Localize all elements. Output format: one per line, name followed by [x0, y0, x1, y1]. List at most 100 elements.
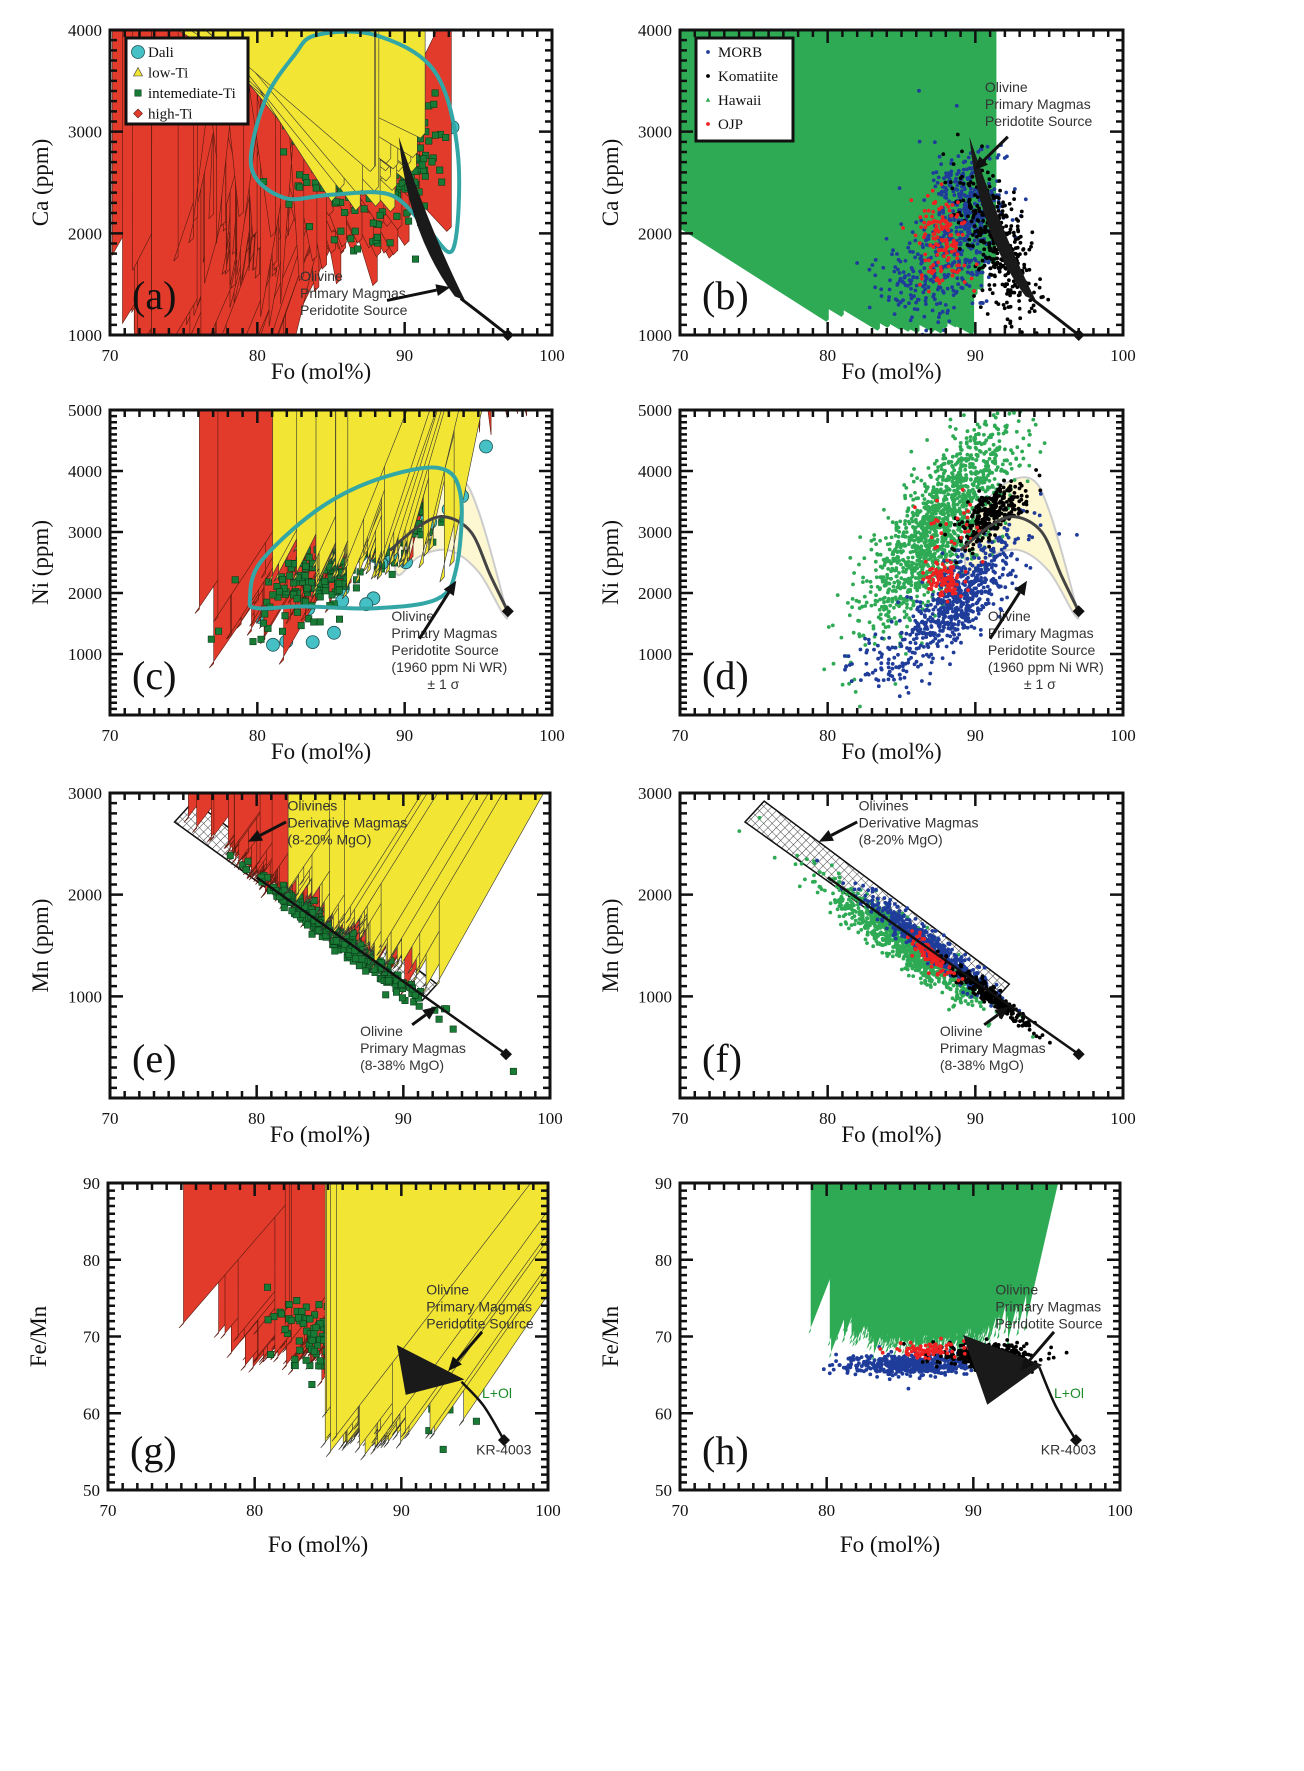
- point-ojp: [936, 260, 941, 265]
- point-komatiite: [975, 228, 980, 233]
- point-morb: [945, 286, 950, 291]
- point-komatiite: [975, 204, 980, 208]
- point-morb: [899, 222, 904, 227]
- point-morb: [919, 218, 924, 223]
- point-komatiite: [976, 267, 981, 272]
- point-morb: [995, 155, 1000, 160]
- point-komatiite: [1032, 290, 1036, 295]
- point-morb: [955, 183, 960, 188]
- arrow: [386, 284, 451, 302]
- point-komatiite: [985, 312, 990, 316]
- point-morb: [913, 288, 918, 293]
- legend-entry: OJP: [718, 117, 743, 133]
- point-komatiite: [1018, 240, 1023, 245]
- point-ojp: [931, 245, 936, 249]
- point-komatiite: [1005, 300, 1009, 305]
- point-morb: [946, 308, 950, 313]
- point-komatiite: [987, 241, 992, 246]
- point-intemediate-ti: [386, 239, 394, 247]
- point-ojp: [918, 282, 922, 287]
- point-morb: [891, 248, 895, 253]
- point-ojp: [937, 281, 942, 286]
- point-komatiite: [1041, 295, 1045, 299]
- point-ojp: [918, 215, 923, 220]
- point-ojp: [941, 218, 946, 222]
- point-komatiite: [1004, 224, 1009, 229]
- point-morb: [965, 226, 969, 230]
- point-komatiite: [955, 132, 960, 137]
- point-komatiite: [981, 252, 986, 257]
- point-morb: [893, 265, 898, 269]
- point-komatiite: [1011, 230, 1016, 235]
- point-intemediate-ti: [425, 137, 433, 145]
- point-komatiite: [992, 283, 997, 287]
- arrow: [973, 135, 1009, 171]
- point-komatiite: [1019, 214, 1024, 219]
- point-low-ti: [379, 410, 431, 564]
- point-morb: [887, 295, 891, 299]
- point-komatiite: [998, 213, 1002, 217]
- point-morb: [957, 194, 962, 199]
- point-ojp: [931, 210, 935, 214]
- point-morb: [1013, 187, 1017, 191]
- point-intemediate-ti: [321, 577, 329, 585]
- point-komatiite: [996, 209, 1001, 213]
- point-komatiite: [998, 188, 1002, 193]
- point-morb: [940, 289, 945, 293]
- point-morb: [897, 271, 902, 275]
- point-komatiite: [991, 196, 996, 201]
- point-komatiite: [997, 196, 1001, 201]
- point-morb: [910, 315, 914, 320]
- point-ojp: [942, 254, 946, 259]
- point-morb: [855, 261, 859, 265]
- point-morb: [941, 208, 945, 213]
- point-ojp: [956, 200, 960, 205]
- point-komatiite: [971, 209, 976, 214]
- point-ojp: [917, 241, 922, 246]
- point-ojp: [969, 276, 974, 281]
- point-komatiite: [978, 233, 983, 238]
- point-morb: [937, 154, 942, 159]
- point-morb: [921, 245, 925, 250]
- point-morb: [966, 229, 970, 234]
- point-komatiite: [1012, 233, 1017, 238]
- point-morb: [1002, 156, 1007, 160]
- point-komatiite: [941, 152, 946, 157]
- point-komatiite: [1002, 306, 1007, 311]
- point-komatiite: [961, 182, 966, 186]
- point-morb: [924, 275, 929, 280]
- point-dali: [327, 625, 341, 640]
- point-komatiite: [1008, 227, 1013, 232]
- point-ojp: [944, 202, 949, 207]
- point-morb: [969, 271, 973, 276]
- point-morb: [917, 88, 921, 93]
- point-ojp: [928, 243, 933, 248]
- point-ojp: [945, 241, 949, 246]
- point-morb: [938, 285, 943, 290]
- point-morb: [930, 308, 935, 313]
- point-ojp: [936, 247, 941, 252]
- point-morb: [911, 275, 915, 279]
- y-tick-label: 3000: [638, 123, 672, 142]
- point-morb: [978, 147, 983, 152]
- point-morb: [949, 263, 954, 268]
- point-ojp: [909, 198, 914, 203]
- point-komatiite: [1013, 282, 1017, 287]
- point-intemediate-ti: [275, 588, 283, 596]
- point-morb: [867, 305, 872, 310]
- point-morb: [970, 301, 975, 306]
- y-axis-label: Ca (ppm): [28, 139, 53, 227]
- point-ojp: [945, 221, 950, 226]
- point-morb: [895, 252, 899, 256]
- point-ojp: [954, 245, 958, 250]
- point-komatiite: [981, 265, 985, 270]
- point-morb: [969, 186, 973, 191]
- point-intemediate-ti: [438, 178, 446, 186]
- point-komatiite: [1012, 197, 1016, 202]
- point-ojp: [931, 236, 936, 241]
- point-morb: [962, 237, 966, 241]
- point-morb: [909, 286, 913, 291]
- point-ojp: [930, 214, 934, 219]
